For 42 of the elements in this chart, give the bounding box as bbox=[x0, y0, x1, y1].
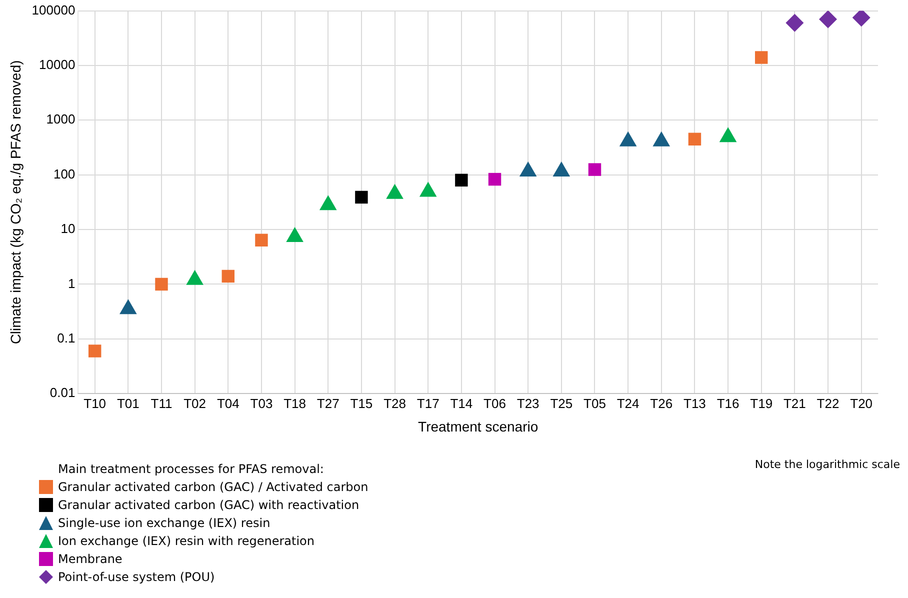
x-tick-label: T22 bbox=[816, 396, 840, 411]
x-tick-label: T18 bbox=[284, 396, 306, 411]
x-tick-label: T14 bbox=[450, 396, 473, 411]
y-axis-title: Climate impact (kg CO₂ eq./g PFAS removed) bbox=[7, 60, 24, 344]
x-tick-label: T11 bbox=[150, 396, 172, 411]
y-tick-label: 100000 bbox=[32, 2, 76, 18]
x-tick-label: T17 bbox=[416, 396, 440, 411]
x-tick-label: T19 bbox=[750, 396, 773, 411]
legend-label: Granular activated carbon (GAC) with reactivation bbox=[58, 497, 360, 514]
legend-label: Ion exchange (IEX) resin with regeneration bbox=[58, 533, 315, 550]
x-tick-label: T06 bbox=[484, 396, 506, 411]
text: Note the logarithmic scale bbox=[754, 458, 900, 471]
legend-title: Main treatment processes for PFAS removal: bbox=[58, 461, 325, 478]
y-tick-label: 0.1 bbox=[57, 330, 76, 346]
x-tick-label: T13 bbox=[684, 396, 706, 411]
legend-label: Membrane bbox=[58, 551, 122, 568]
x-tick-label: T24 bbox=[616, 396, 640, 411]
y-tick-label: 0.01 bbox=[50, 385, 76, 400]
x-tick-label: T16 bbox=[716, 396, 740, 411]
x-tick-label: T01 bbox=[116, 396, 140, 411]
x-tick-label: T20 bbox=[850, 396, 873, 411]
legend-label: Point-of-use system (POU) bbox=[58, 569, 215, 586]
x-tick-label: T02 bbox=[184, 396, 206, 411]
y-tick-label: 1000 bbox=[46, 112, 76, 127]
x-axis-title: Treatment scenario bbox=[418, 418, 538, 434]
y-tick-label: 10000 bbox=[39, 57, 76, 72]
y-tick-label: 1 bbox=[68, 276, 76, 291]
x-tick-label: T21 bbox=[783, 396, 806, 411]
x-tick-label: T10 bbox=[84, 396, 106, 411]
legend-label: Single-use ion exchange (IEX) resin bbox=[58, 515, 270, 532]
legend-label: Granular activated carbon (GAC) / Activated carbon bbox=[58, 479, 368, 496]
x-tick-label: T28 bbox=[384, 396, 406, 411]
x-tick-label: T23 bbox=[516, 396, 540, 411]
x-tick-label: T03 bbox=[250, 396, 273, 411]
y-tick-label: 100 bbox=[53, 166, 76, 182]
x-tick-label: T27 bbox=[316, 396, 340, 411]
x-tick-label: T15 bbox=[350, 396, 373, 411]
x-tick-label: T25 bbox=[550, 396, 573, 411]
x-tick-label: T26 bbox=[650, 396, 673, 411]
x-tick-label: T04 bbox=[216, 396, 240, 411]
y-tick-label: 10 bbox=[60, 221, 76, 236]
x-tick-label: T05 bbox=[584, 396, 606, 411]
